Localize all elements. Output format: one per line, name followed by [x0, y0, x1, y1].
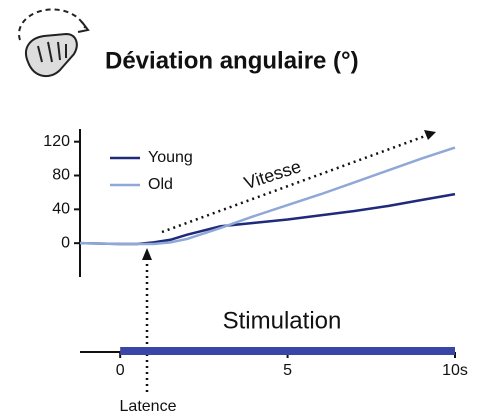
speed-arrow [161, 133, 429, 234]
x-tick-label: 5 [283, 362, 292, 379]
legend-label: Old [148, 176, 173, 193]
data-line [79, 192, 456, 246]
legend-label: Young [148, 149, 193, 166]
hand-icon [18, 8, 90, 78]
speed-arrowhead [424, 130, 436, 140]
stimulation-label: Stimulation [223, 307, 342, 334]
x-tick-label: 0 [116, 362, 125, 379]
y-tick-label: 0 [61, 234, 70, 251]
latency-label: Latence [120, 398, 177, 415]
latency-arrowhead [142, 248, 152, 260]
chart-title: Déviation angulaire (°) [105, 47, 359, 74]
speed-label: Vitesse [242, 156, 304, 193]
data-line [79, 146, 456, 246]
y-tick-label: 80 [52, 167, 70, 184]
stimulation-bar [120, 347, 455, 355]
x-tick-label: 10s [442, 362, 468, 379]
y-tick-label: 40 [52, 201, 70, 218]
y-tick-label: 120 [43, 133, 70, 150]
